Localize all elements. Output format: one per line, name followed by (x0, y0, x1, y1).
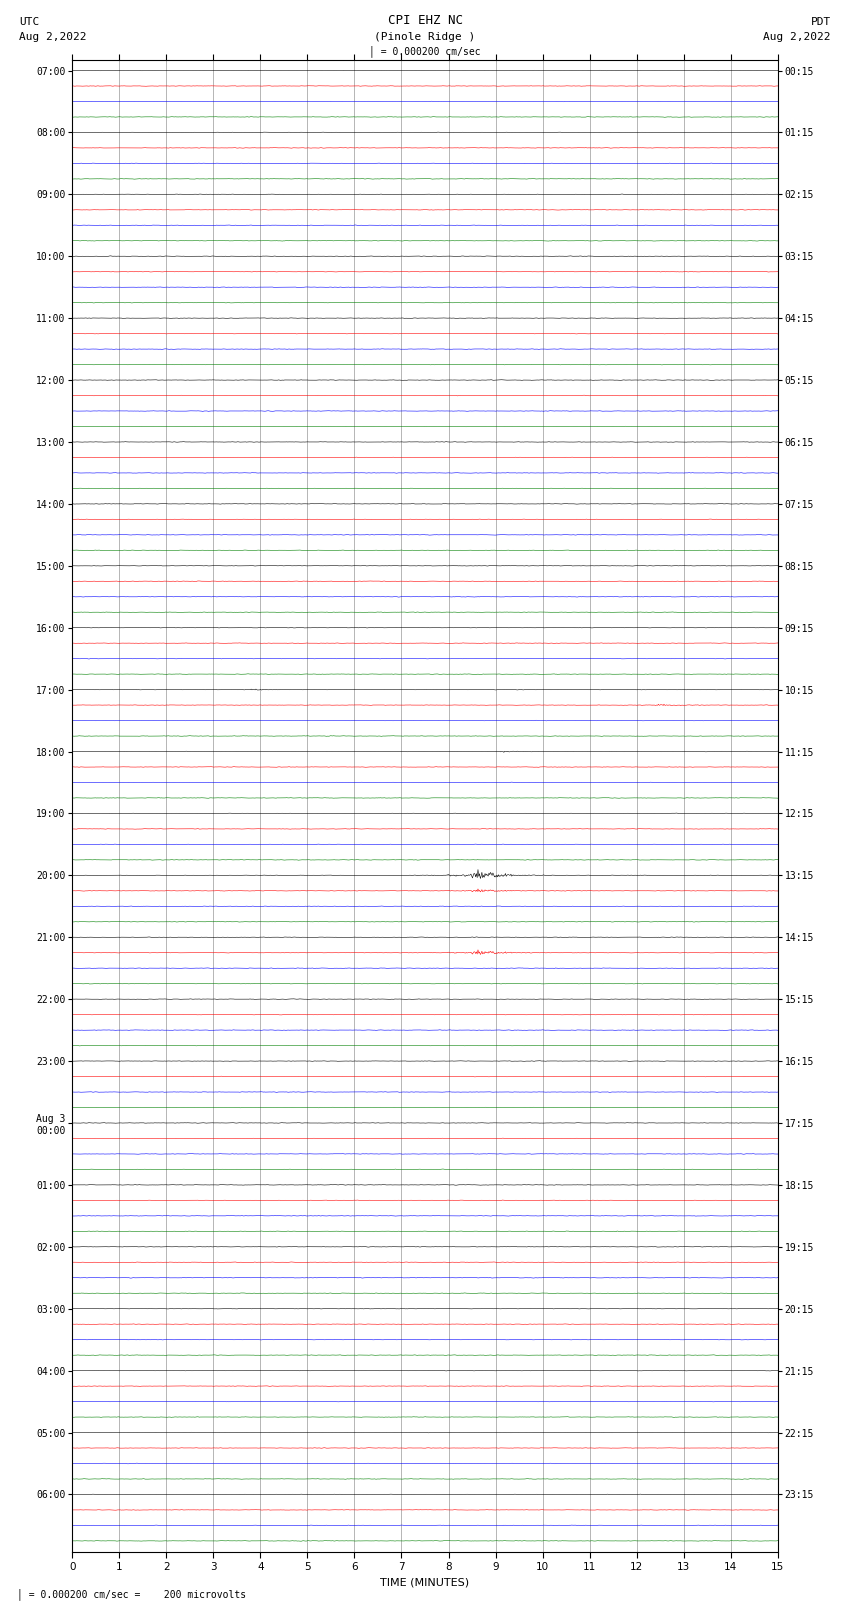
Text: PDT: PDT (810, 16, 830, 27)
Text: UTC: UTC (20, 16, 40, 27)
Text: Aug 2,2022: Aug 2,2022 (763, 32, 830, 42)
Text: (Pinole Ridge ): (Pinole Ridge ) (374, 32, 476, 42)
Text: Aug 2,2022: Aug 2,2022 (20, 32, 87, 42)
Text: CPI EHZ NC: CPI EHZ NC (388, 15, 462, 27)
X-axis label: TIME (MINUTES): TIME (MINUTES) (381, 1578, 469, 1587)
Text: │ = 0.000200 cm/sec: │ = 0.000200 cm/sec (369, 45, 481, 56)
Text: │ = 0.000200 cm/sec =    200 microvolts: │ = 0.000200 cm/sec = 200 microvolts (17, 1589, 246, 1600)
